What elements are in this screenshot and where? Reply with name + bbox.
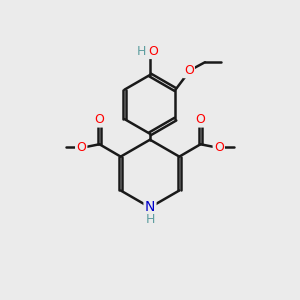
Text: H: H [145,213,155,226]
Text: O: O [196,113,206,126]
Text: N: N [145,200,155,214]
Text: O: O [214,141,224,154]
Text: O: O [148,45,158,58]
Text: O: O [184,64,194,77]
Text: O: O [76,141,86,154]
Text: O: O [94,113,104,126]
Text: H: H [137,45,146,58]
